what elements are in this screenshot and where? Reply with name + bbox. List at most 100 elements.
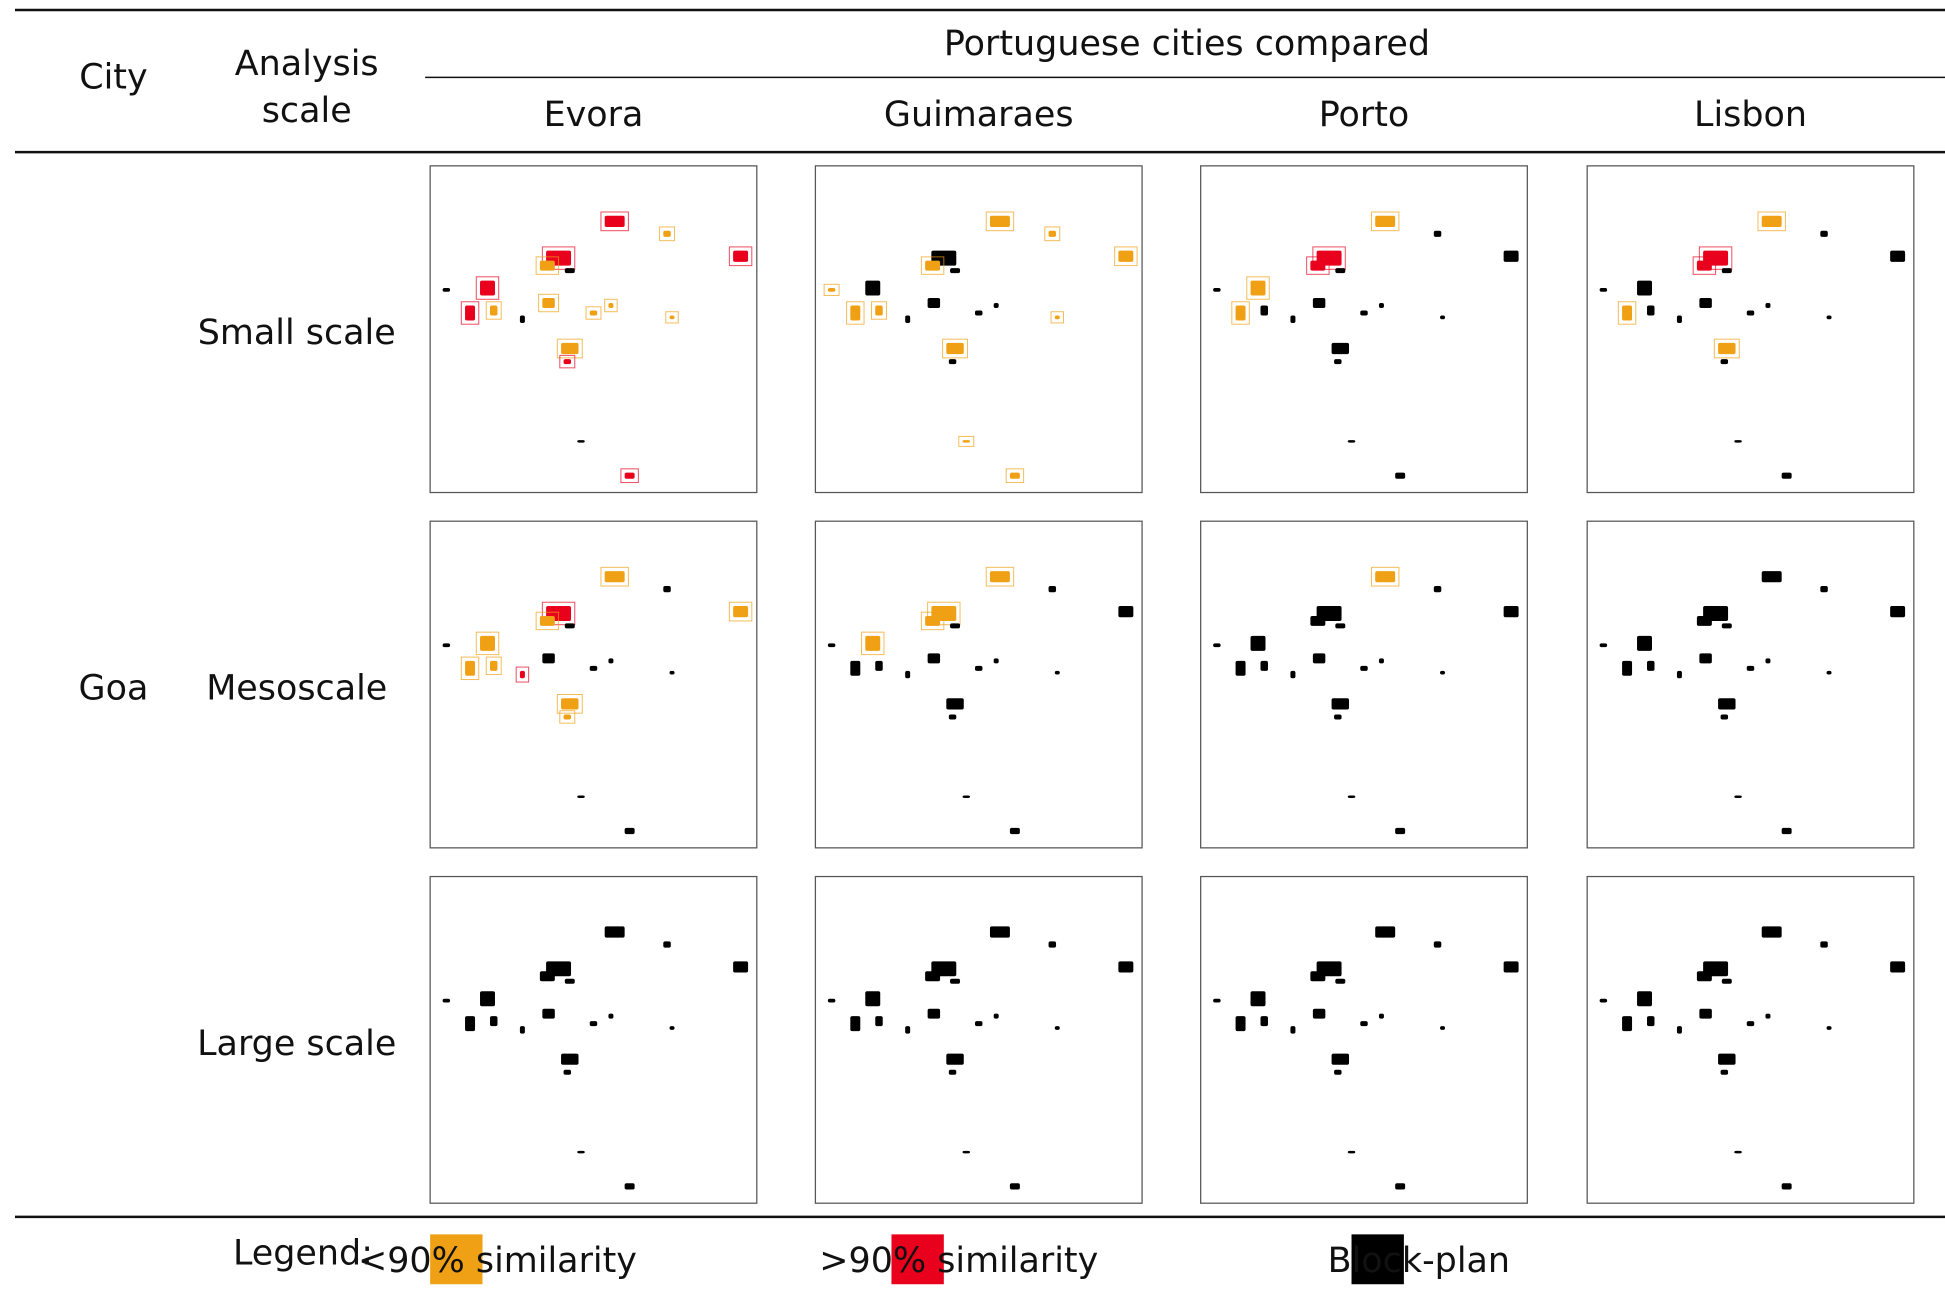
- block: [577, 795, 585, 798]
- block: [542, 653, 555, 664]
- match-box: [985, 211, 1015, 232]
- block: [1378, 303, 1384, 308]
- block: [1395, 1183, 1406, 1190]
- match-box: [585, 306, 602, 320]
- block: [577, 440, 585, 443]
- block: [1054, 1026, 1060, 1030]
- block: [1820, 941, 1828, 948]
- match-box: [460, 301, 480, 325]
- block: [1696, 971, 1712, 982]
- block: [1599, 998, 1608, 1003]
- map-cell: [1200, 165, 1528, 494]
- block: [927, 653, 941, 664]
- match-box: [1617, 301, 1637, 325]
- block: [950, 978, 961, 984]
- block: [946, 342, 964, 355]
- match-box: [600, 211, 629, 232]
- block: [1054, 670, 1060, 675]
- block: [1718, 342, 1736, 355]
- block: [1118, 605, 1134, 618]
- legend-swatch: [891, 1234, 944, 1285]
- row-scale: Mesoscale: [206, 669, 387, 709]
- block: [850, 660, 861, 676]
- block: [1250, 280, 1266, 296]
- block: [1826, 1026, 1832, 1030]
- map-cell: [1586, 165, 1915, 494]
- block: [1331, 342, 1350, 355]
- map-cell: [429, 520, 758, 849]
- row-scale: Small scale: [198, 313, 396, 353]
- match-box: [985, 566, 1015, 587]
- block: [927, 298, 941, 308]
- block: [442, 643, 451, 648]
- block: [1213, 643, 1221, 648]
- block: [1699, 1008, 1712, 1019]
- map-cell: [1200, 520, 1528, 849]
- match-box: [920, 611, 945, 631]
- block: [1720, 714, 1729, 720]
- block: [1890, 961, 1906, 973]
- block: [962, 1150, 971, 1154]
- block: [1599, 288, 1608, 292]
- block: [1054, 315, 1060, 320]
- match-box: [1692, 256, 1717, 275]
- block: [519, 315, 525, 323]
- block: [1433, 586, 1442, 593]
- block: [1734, 1150, 1742, 1154]
- match-box: [535, 256, 560, 275]
- match-box: [871, 301, 887, 320]
- block: [1503, 961, 1519, 973]
- row-city: Goa: [79, 669, 149, 709]
- block: [539, 615, 555, 626]
- block: [1826, 315, 1832, 320]
- block: [1375, 926, 1396, 938]
- group-header: Portuguese cities compared: [944, 24, 1430, 64]
- block: [946, 1053, 964, 1065]
- block: [1761, 215, 1782, 227]
- block: [465, 1016, 476, 1032]
- block: [1290, 315, 1296, 323]
- block: [925, 615, 941, 626]
- block: [1781, 827, 1792, 835]
- match-box: [556, 694, 583, 714]
- block: [480, 635, 495, 651]
- block: [733, 250, 749, 262]
- block: [948, 359, 957, 365]
- block: [442, 998, 451, 1003]
- block: [542, 298, 555, 308]
- match-box: [535, 611, 560, 631]
- block: [1235, 305, 1246, 321]
- block: [563, 359, 572, 365]
- block: [669, 1026, 675, 1030]
- block: [1696, 615, 1712, 626]
- match-box: [1713, 338, 1740, 359]
- block: [1890, 250, 1906, 262]
- block: [663, 230, 671, 237]
- block: [905, 1026, 911, 1034]
- match-box: [1044, 226, 1061, 242]
- block: [1235, 1016, 1246, 1032]
- block: [608, 303, 614, 308]
- block: [1334, 714, 1342, 720]
- match-box: [1757, 211, 1786, 232]
- match-box: [1370, 211, 1400, 232]
- block: [563, 1069, 572, 1075]
- block: [1440, 315, 1446, 320]
- block: [1647, 660, 1655, 671]
- block: [1360, 1021, 1368, 1027]
- block: [608, 658, 614, 664]
- block: [465, 660, 476, 676]
- block: [519, 670, 525, 679]
- block: [489, 1016, 498, 1027]
- match-box: [485, 301, 502, 320]
- block: [733, 961, 749, 973]
- block: [1820, 230, 1828, 237]
- block: [1820, 586, 1828, 593]
- block: [1235, 660, 1246, 676]
- block: [539, 971, 555, 982]
- block: [993, 1013, 999, 1019]
- block: [875, 1016, 883, 1027]
- block: [1696, 260, 1712, 271]
- match-box: [600, 566, 629, 587]
- block: [1360, 665, 1368, 671]
